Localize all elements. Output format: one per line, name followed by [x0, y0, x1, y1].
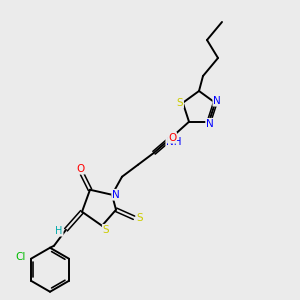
Text: O: O [168, 133, 176, 143]
Text: N: N [213, 96, 221, 106]
Text: S: S [103, 225, 109, 235]
Text: O: O [76, 164, 84, 174]
Text: N: N [112, 190, 120, 200]
Text: NH: NH [166, 137, 182, 147]
Text: N: N [206, 119, 214, 129]
Text: H: H [55, 226, 63, 236]
Text: S: S [176, 98, 183, 108]
Text: Cl: Cl [16, 252, 26, 262]
Text: S: S [137, 213, 143, 223]
